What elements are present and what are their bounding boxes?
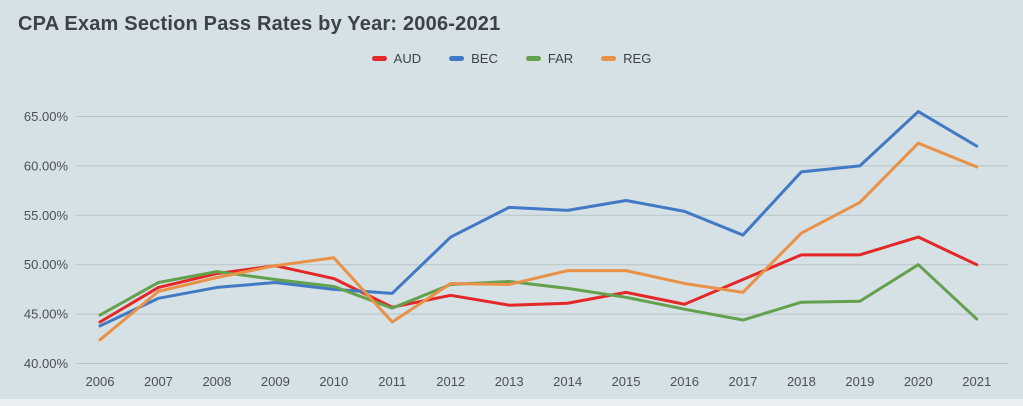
x-tick-label-2007: 2007 [144,374,173,389]
x-tick-label-2011: 2011 [378,374,406,389]
x-tick-label-2021: 2021 [962,374,991,389]
legend-label-bec: BEC [471,51,498,66]
legend-swatch-bec [449,56,465,61]
series-line-aud [98,235,979,324]
legend-item-aud[interactable]: AUD [371,51,422,66]
legend-item-reg[interactable]: REG [601,51,651,66]
x-tick-label-2016: 2016 [670,374,699,389]
series-line-far [98,263,979,322]
x-tick-label-2013: 2013 [495,374,524,389]
x-tick-label-2008: 2008 [202,374,231,389]
series-line-reg [98,141,979,342]
x-tick-label-2015: 2015 [612,374,641,389]
y-tick-label-60: 60.00% [24,158,69,173]
legend-label-reg: REG [623,51,652,66]
chart-legend: AUD BEC FAR REG [0,51,1023,66]
y-tick-label-65: 65.00% [24,109,69,124]
legend-item-far[interactable]: FAR [525,51,574,66]
x-tick-label-2009: 2009 [261,374,290,389]
legend-swatch-aud [371,56,387,61]
legend-swatch-reg [601,56,617,61]
legend-label-far: FAR [547,51,574,66]
y-tick-label-50: 50.00% [24,257,69,272]
x-tick-label-2018: 2018 [787,374,816,389]
legend-label-aud: AUD [393,51,422,66]
x-tick-label-2020: 2020 [904,374,933,389]
chart-bottom-edge [0,399,1023,406]
x-tick-label-2006: 2006 [86,374,115,389]
y-tick-label-40: 40.00% [24,356,69,371]
series-line-bec [98,110,979,328]
x-tick-label-2019: 2019 [845,374,874,389]
x-tick-label-2010: 2010 [319,374,348,389]
legend-item-bec[interactable]: BEC [449,51,498,66]
y-tick-label-55: 55.00% [24,208,69,223]
legend-swatch-far [525,56,541,61]
chart-title: CPA Exam Section Pass Rates by Year: 200… [18,13,501,35]
x-tick-label-2017: 2017 [728,374,757,389]
x-tick-label-2012: 2012 [436,374,465,389]
x-tick-label-2014: 2014 [553,374,582,389]
y-tick-label-45: 45.00% [24,307,69,322]
